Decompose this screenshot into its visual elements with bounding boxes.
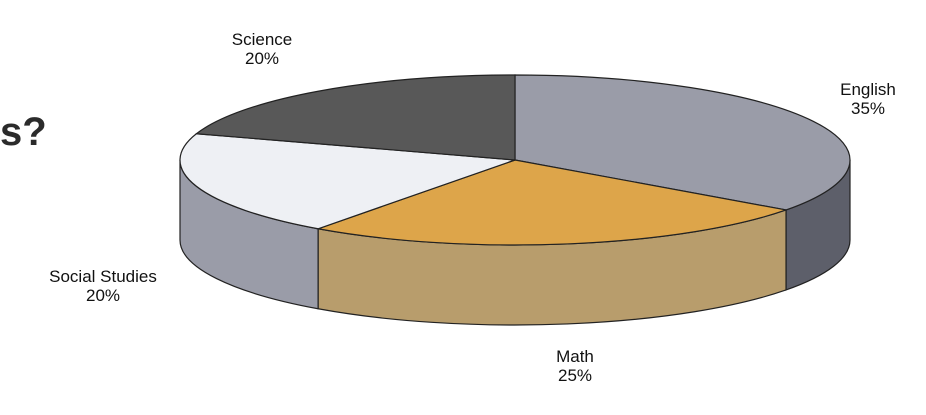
question-fragment: s? [0, 110, 47, 154]
slice-label-english: English [840, 80, 896, 99]
pie-slice-english [514, 74, 851, 211]
pie-slice-math [315, 159, 789, 246]
slice-label-science: Science [232, 30, 292, 49]
pie-sides [179, 159, 851, 326]
pie-slice-social-studies [179, 133, 516, 230]
slice-value-science: 20% [245, 49, 279, 68]
pie-tops [179, 74, 851, 246]
slice-value-english: 35% [851, 99, 885, 118]
slice-label-math: Math [556, 347, 594, 366]
slice-label-social-studies: Social Studies [49, 267, 157, 286]
slice-value-social-studies: 20% [86, 286, 120, 305]
slice-value-math: 25% [558, 366, 592, 385]
pie-slice-science [194, 74, 516, 161]
